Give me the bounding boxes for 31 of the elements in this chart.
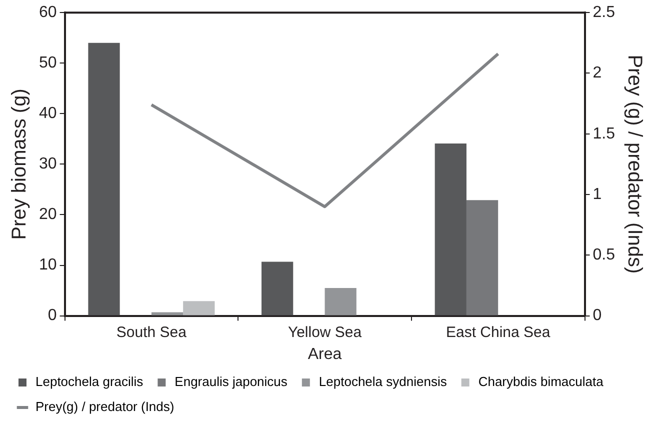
y2-tick-label: 2	[592, 64, 602, 82]
y-axis-title: Prey biomass (g)	[8, 88, 31, 240]
y-tick-label: 40	[39, 105, 57, 122]
y2-axis-title: Prey (g) / predator (Inds)	[623, 54, 646, 274]
y-tick-label: 10	[39, 256, 57, 274]
bar	[324, 288, 356, 316]
y2-tick-label: 1	[592, 186, 602, 203]
y-tick-label: 20	[39, 206, 57, 224]
y2-tick-label: 0	[592, 307, 602, 324]
y-tick-label: 0	[48, 307, 57, 324]
legend-label: Charybdis bimaculata	[478, 374, 604, 390]
x-axis-title: Area	[308, 346, 342, 363]
y2-tick-label: 2.5	[592, 4, 616, 22]
x-tick-label: South Sea	[116, 324, 188, 341]
x-tick-label: Yellow Sea	[288, 324, 362, 341]
y2-tick-label: 1.5	[592, 125, 616, 142]
legend-label: Leptochela sydniensis	[318, 374, 448, 390]
bar	[262, 262, 294, 316]
y-tick-label: 60	[39, 4, 57, 22]
bar	[466, 200, 498, 316]
bar	[434, 143, 466, 316]
bar	[88, 42, 120, 316]
legend-label: Engraulis japonicus	[174, 374, 288, 390]
x-tick-label: East China Sea	[446, 324, 551, 341]
legend-label: Prey(g) / predator (Inds)	[36, 399, 174, 414]
bar	[151, 312, 184, 316]
y2-tick-label: 0.5	[592, 246, 616, 264]
y-tick-label: 50	[39, 54, 57, 72]
y-tick-label: 30	[39, 156, 57, 173]
bar	[183, 301, 215, 316]
legend-label: Leptochela gracilis	[36, 374, 144, 390]
